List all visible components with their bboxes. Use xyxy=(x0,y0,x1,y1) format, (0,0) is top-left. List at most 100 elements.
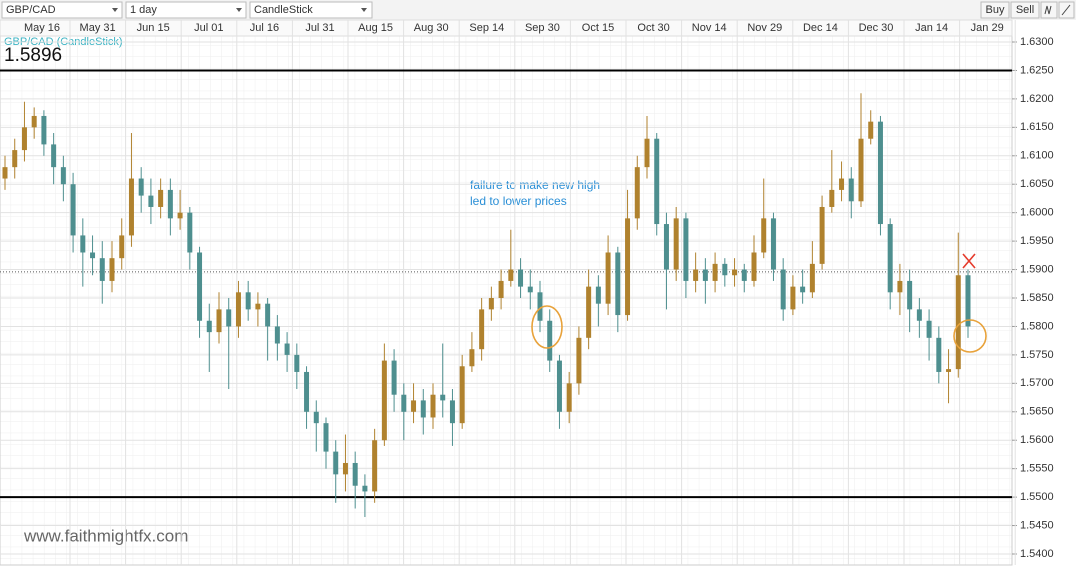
candle-body xyxy=(722,263,728,276)
candle-body xyxy=(255,303,261,310)
candle-body xyxy=(333,451,339,475)
y-tick-label: 1.5950 xyxy=(1020,235,1054,247)
y-tick-label: 1.5900 xyxy=(1020,263,1054,275)
x-tick-label: Nov 29 xyxy=(747,22,782,34)
x-tick-label: Oct 30 xyxy=(637,22,669,34)
symbol[interactable]: GBP/CAD xyxy=(6,4,56,16)
candle-body xyxy=(868,121,874,139)
y-tick-label: 1.5750 xyxy=(1020,349,1054,361)
y-tick-label: 1.5550 xyxy=(1020,463,1054,475)
interval-dropdown[interactable]: 1 day xyxy=(125,1,247,19)
x-tick-label: Aug 15 xyxy=(358,22,393,34)
candle-body xyxy=(887,224,893,293)
candle-body xyxy=(683,218,689,281)
candle-body xyxy=(839,178,845,190)
x-tick-label: Nov 14 xyxy=(692,22,727,34)
x-tick-label: Jan 29 xyxy=(971,22,1004,34)
y-tick-label: 1.5650 xyxy=(1020,406,1054,418)
x-tick-label: Sep 30 xyxy=(525,22,560,34)
x-tick-label: Oct 15 xyxy=(582,22,614,34)
y-tick-label: 1.6050 xyxy=(1020,178,1054,190)
candle-body xyxy=(167,189,173,219)
candle-body xyxy=(595,286,601,304)
type-dropdown[interactable]: CandleStick xyxy=(249,1,373,19)
candle-body xyxy=(702,269,708,281)
candle-body xyxy=(226,309,232,327)
candle-body xyxy=(829,189,835,207)
x-tick-label: Dec 30 xyxy=(859,22,894,34)
candle-body xyxy=(323,423,329,452)
candle-body xyxy=(284,343,290,355)
indicator-button[interactable] xyxy=(1040,1,1058,19)
candle-body xyxy=(615,252,621,316)
x-marker xyxy=(962,253,976,269)
interval[interactable]: 1 day xyxy=(130,4,157,16)
candle-body xyxy=(80,235,86,253)
candle-body xyxy=(897,280,903,293)
y-tick-label: 1.5450 xyxy=(1020,519,1054,531)
candle-body xyxy=(381,360,387,441)
candle-body xyxy=(12,150,18,168)
candle-body xyxy=(362,485,368,492)
sell[interactable]: Sell xyxy=(1016,4,1034,16)
candle-body xyxy=(479,309,485,350)
candle-body xyxy=(99,258,105,281)
candle-body xyxy=(90,252,96,259)
draw-button[interactable] xyxy=(1058,1,1075,19)
candle-body xyxy=(21,127,27,151)
buy[interactable]: Buy xyxy=(986,4,1005,16)
plot-area xyxy=(0,19,1013,566)
candle-body xyxy=(128,178,134,236)
x-tick-label: May 16 xyxy=(24,22,60,34)
candle-body xyxy=(527,286,533,293)
sell-button[interactable]: Sell xyxy=(1010,1,1040,19)
candle-body xyxy=(459,366,465,424)
y-tick-label: 1.5600 xyxy=(1020,434,1054,446)
x-tick-label: Jul 16 xyxy=(250,22,279,34)
candle-body xyxy=(848,178,854,202)
x-tick-label: Jun 15 xyxy=(137,22,170,34)
candle-body xyxy=(138,178,144,196)
candle-body xyxy=(605,252,611,304)
candle-body xyxy=(625,218,631,316)
candle-body xyxy=(70,184,76,236)
candle-body xyxy=(576,337,582,384)
candle-body xyxy=(800,286,806,293)
candle-body xyxy=(31,115,37,128)
x-tick-label: Jan 14 xyxy=(915,22,948,34)
symbol-dropdown[interactable]: GBP/CAD xyxy=(1,1,123,19)
x-tick-label: Jul 01 xyxy=(194,22,223,34)
highlight-circle xyxy=(531,305,563,349)
candle-body xyxy=(216,309,222,333)
annotation: led to lower prices xyxy=(470,194,567,208)
candle-body xyxy=(352,462,358,486)
annotation: failure to make new high xyxy=(470,178,600,192)
candle-body xyxy=(177,212,183,219)
candle-body xyxy=(916,309,922,321)
candle-body xyxy=(644,138,650,168)
candle-body xyxy=(761,218,767,253)
candle-body xyxy=(51,144,57,168)
candle-body xyxy=(537,292,543,321)
candle-body xyxy=(265,303,271,327)
candle-body xyxy=(391,360,397,395)
candle-body xyxy=(907,280,913,310)
y-tick-label: 1.5800 xyxy=(1020,320,1054,332)
y-tick-label: 1.6100 xyxy=(1020,150,1054,162)
candle-body xyxy=(556,360,562,412)
candle-body xyxy=(245,292,251,310)
candle-body xyxy=(946,369,952,372)
candle-body xyxy=(693,269,699,281)
x-tick-label: Dec 14 xyxy=(803,22,838,34)
candle-body xyxy=(654,138,660,225)
buy-button[interactable]: Buy xyxy=(980,1,1010,19)
y-tick-label: 1.6200 xyxy=(1020,93,1054,105)
watermark: www.faithmightfx.com xyxy=(23,526,188,545)
candle-body xyxy=(488,298,494,310)
candle-body xyxy=(430,394,436,418)
chart-type[interactable]: CandleStick xyxy=(254,4,313,16)
candle-body xyxy=(673,218,679,270)
y-tick-label: 1.6250 xyxy=(1020,64,1054,76)
candle-body xyxy=(877,121,883,225)
candle-body xyxy=(148,195,154,207)
